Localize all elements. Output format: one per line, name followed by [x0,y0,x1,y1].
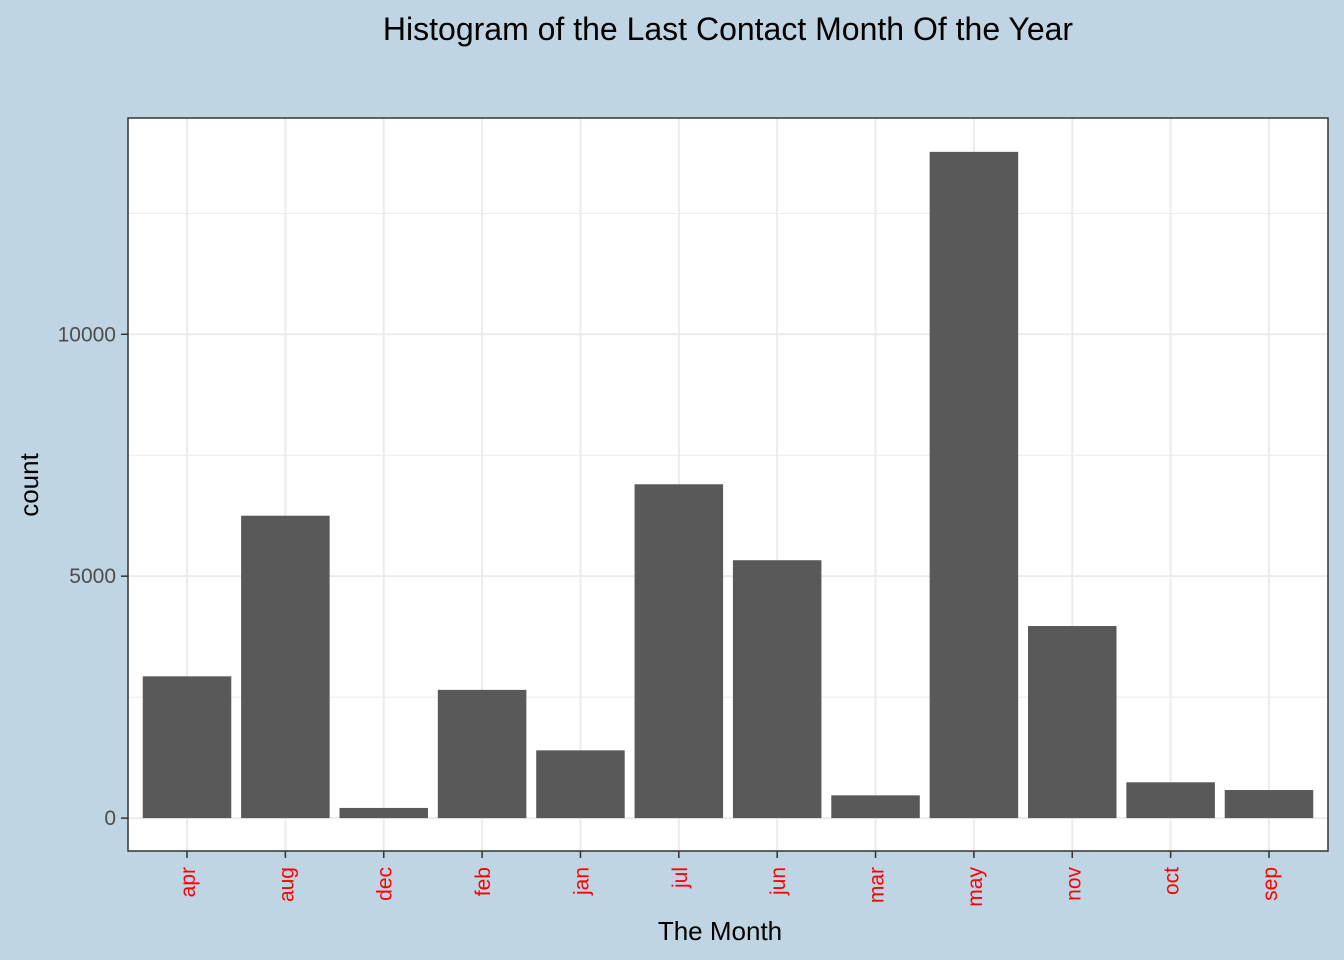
bar-dec [339,807,428,819]
x-tick-label: apr [177,867,200,897]
y-tick-label: 5000 [69,565,116,588]
bar-oct [1126,782,1215,819]
y-tick-label: 0 [104,807,116,830]
x-tick-label: jan [570,867,593,896]
x-tick-label: may [964,867,987,907]
x-axis: apr aug dec feb jan jul jun mar may nov oct sep [177,851,1282,907]
x-tick-label: jul [669,867,692,889]
bar-feb [437,689,527,819]
bar-jan [536,750,625,819]
bar-mar [831,795,920,819]
chart-title: Histogram of the Last Contact Month Of t… [383,11,1074,47]
x-tick-label: aug [275,867,298,902]
plot-border [127,117,1329,852]
y-tick-label: 10000 [58,323,116,346]
x-axis-title: The Month [658,916,782,946]
bar-apr [142,676,232,819]
x-tick-label: jun [767,867,790,896]
x-tick-label: mar [866,867,889,903]
bar-sep [1224,790,1314,819]
y-axis: 0 5000 10000 [58,323,128,830]
x-tick-label: feb [472,867,495,896]
bar-jun [732,560,822,819]
x-tick-label: sep [1259,867,1282,901]
bar-may [929,151,1019,819]
y-axis-title: count [14,452,44,516]
x-tick-label: nov [1062,867,1085,901]
bar-nov [1028,626,1117,819]
bar-aug [241,515,330,819]
bar-jul [634,484,724,819]
x-tick-label: dec [374,867,397,901]
x-tick-label: oct [1161,867,1184,895]
bars [142,151,1314,819]
